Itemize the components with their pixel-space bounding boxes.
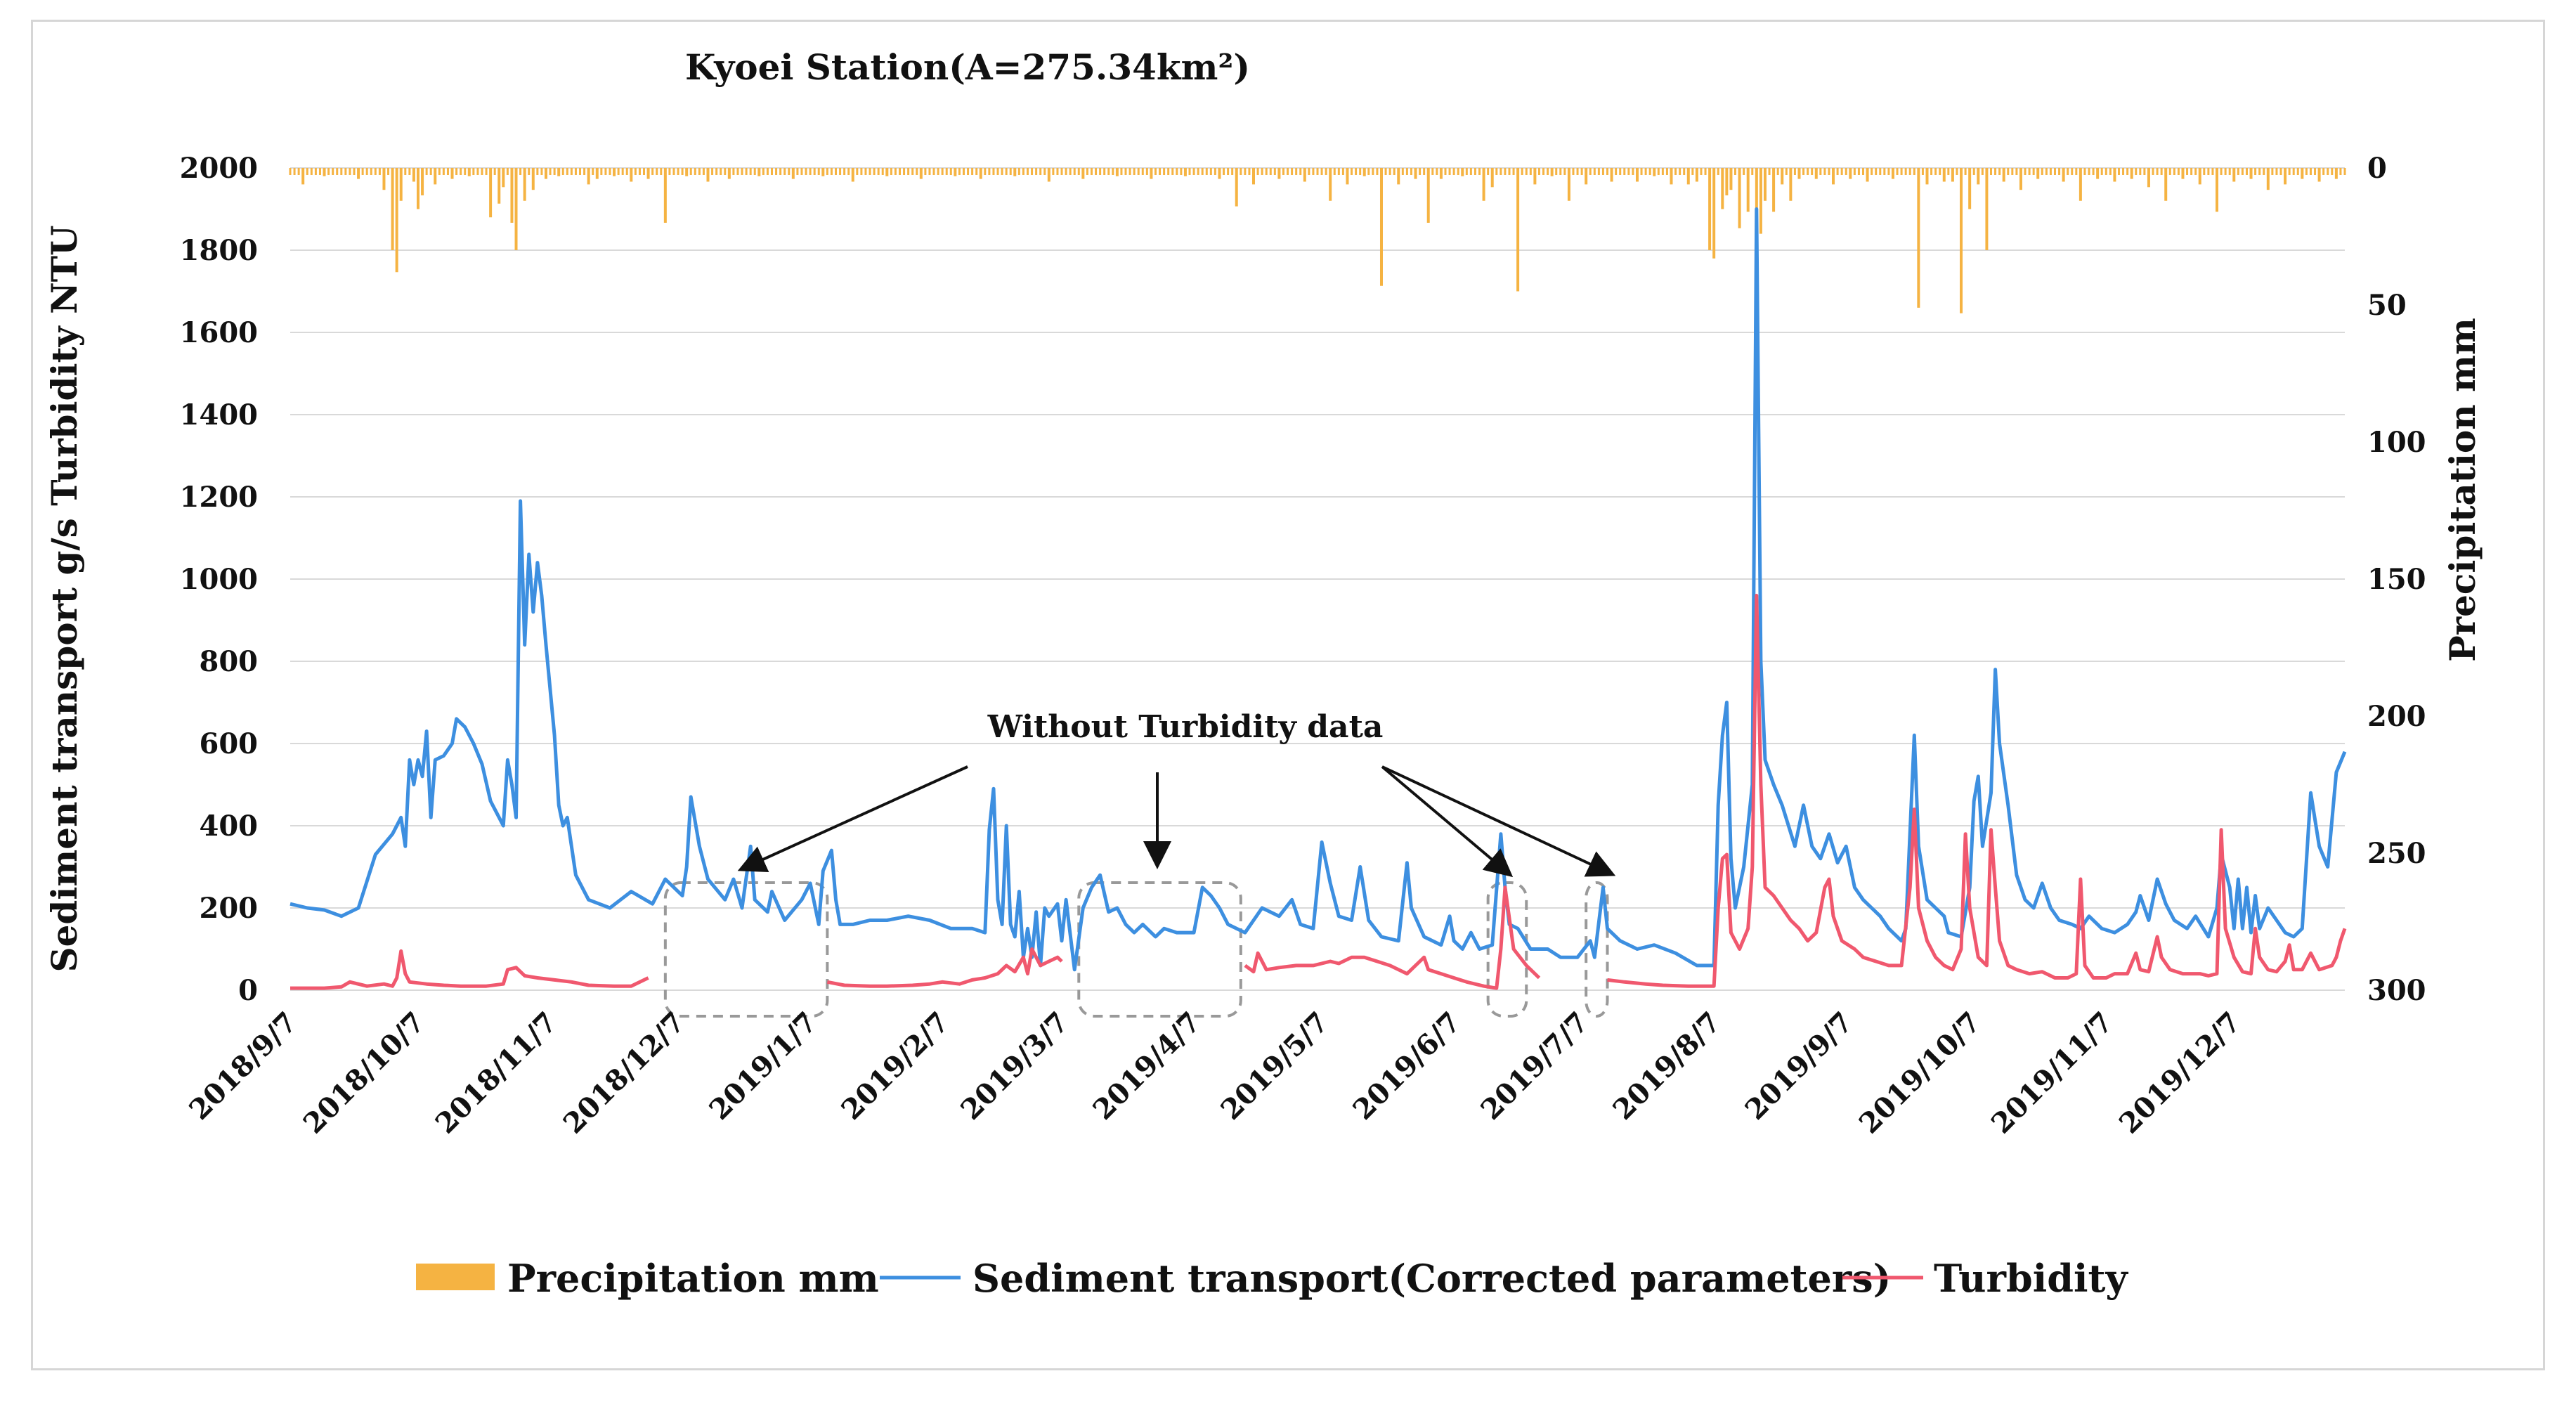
y-left-tick-1600: 1600 <box>180 316 258 349</box>
gridlines <box>290 167 2345 991</box>
y-right-tick-100: 100 <box>2367 426 2426 459</box>
turbidity-line-5 <box>1607 593 2347 988</box>
turbidity-line-3 <box>1244 885 1541 990</box>
x-tick-12: 2019/9/7 <box>1738 1006 1859 1127</box>
y-left-tick-1800: 1800 <box>180 234 258 267</box>
series-lines <box>290 207 2347 990</box>
x-tick-11: 2019/8/7 <box>1606 1006 1727 1127</box>
x-tick-2: 2018/11/7 <box>429 1006 564 1141</box>
annotation: Without Turbidity data <box>737 709 1616 878</box>
legend-sediment-label: Sediment transport(Corrected parameters) <box>972 1256 1891 1301</box>
y-axis-left-ticks: 0 200 400 600 800 1000 1200 1400 1600 1800 2000 <box>180 152 258 1007</box>
y-left-tick-600: 600 <box>200 727 259 760</box>
missing-data-box-0 <box>663 881 829 1018</box>
x-tick-5: 2019/2/7 <box>835 1006 956 1127</box>
x-tick-13: 2019/10/7 <box>1853 1006 1988 1141</box>
y-axis-left-title: Sediment transport g/s Turbidity NTU <box>44 225 85 972</box>
legend-turbidity-label: Turbidity <box>1934 1256 2128 1301</box>
x-tick-6: 2019/3/7 <box>954 1006 1075 1127</box>
x-tick-7: 2019/4/7 <box>1086 1006 1207 1127</box>
missing-data-boxes <box>663 881 1609 1018</box>
legend-precip-label: Precipitation mm <box>507 1256 879 1301</box>
missing-data-box-3 <box>1585 881 1609 1018</box>
y-left-tick-2000: 2000 <box>180 152 258 185</box>
precipitation-bars <box>289 168 2346 313</box>
x-tick-1: 2018/10/7 <box>297 1006 431 1141</box>
y-right-tick-200: 200 <box>2367 700 2426 733</box>
legend: Precipitation mm Sediment transport(Corr… <box>416 1256 2128 1301</box>
y-left-tick-1400: 1400 <box>180 398 258 431</box>
chart: Kyoei Station(A=275.34km²) 0 200 400 600 800… <box>44 46 2483 1301</box>
y-right-tick-0: 0 <box>2367 152 2387 185</box>
x-tick-15: 2019/12/7 <box>2113 1006 2248 1141</box>
y-right-tick-250: 250 <box>2367 837 2426 870</box>
y-left-tick-0: 0 <box>238 974 258 1007</box>
x-tick-10: 2019/7/7 <box>1474 1006 1595 1127</box>
y-left-tick-400: 400 <box>200 810 259 843</box>
turbidity-line-0 <box>290 949 649 990</box>
chart-frame: Kyoei Station(A=275.34km²) 0 200 400 600 800… <box>31 20 2545 1370</box>
x-tick-9: 2019/6/7 <box>1346 1006 1467 1127</box>
missing-data-box-1 <box>1077 881 1242 1018</box>
x-tick-8: 2019/5/7 <box>1214 1006 1335 1127</box>
x-tick-0: 2018/9/7 <box>183 1006 304 1127</box>
annotation-label: Without Turbidity data <box>987 709 1384 745</box>
annotation-arrow-0 <box>737 765 968 873</box>
turbidity-line-1 <box>826 947 1063 988</box>
x-tick-3: 2018/12/7 <box>557 1006 691 1141</box>
legend-precip-swatch <box>416 1264 495 1290</box>
y-left-tick-1000: 1000 <box>180 563 258 596</box>
missing-data-box-2 <box>1486 881 1528 1018</box>
y-left-tick-800: 800 <box>200 645 259 678</box>
sediment-transport-corrected-parameters-line-0 <box>290 207 2347 972</box>
y-right-tick-50: 50 <box>2367 289 2407 322</box>
x-tick-4: 2019/1/7 <box>703 1006 824 1127</box>
y-right-tick-300: 300 <box>2367 974 2426 1007</box>
y-axis-right-title: Precipitation mm <box>2442 318 2483 662</box>
chart-title: Kyoei Station(A=275.34km²) <box>685 46 1250 88</box>
x-tick-14: 2019/11/7 <box>1985 1006 2120 1141</box>
annotation-arrow-3 <box>1381 765 1616 877</box>
annotation-arrow-2 <box>1381 765 1514 878</box>
y-axis-right-ticks: 0 50 100 150 200 250 300 <box>2367 152 2426 1007</box>
y-left-tick-200: 200 <box>200 892 259 925</box>
y-left-tick-1200: 1200 <box>180 481 258 514</box>
y-right-tick-150: 150 <box>2367 563 2426 596</box>
